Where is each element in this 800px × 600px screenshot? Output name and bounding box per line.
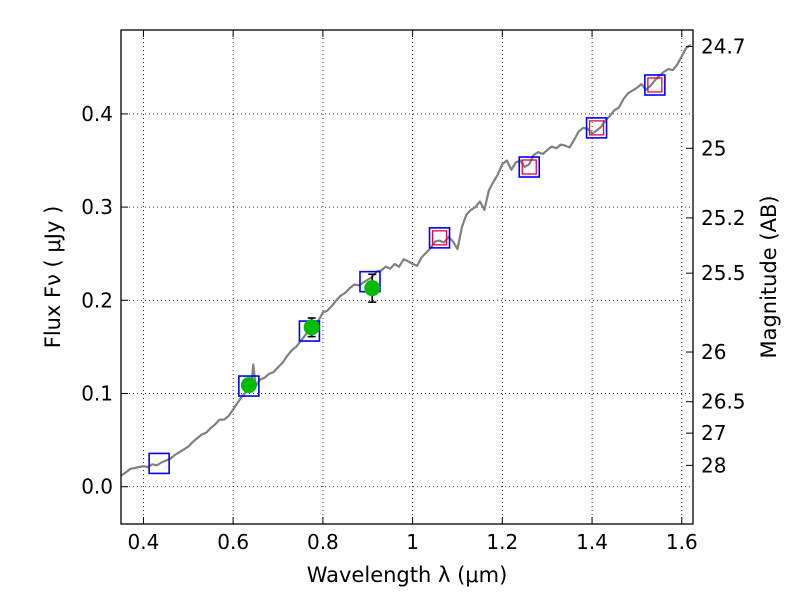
model-square-marker (647, 77, 663, 93)
model-square-marker (431, 230, 448, 246)
observed-square-marker (518, 156, 541, 178)
y-tick-label: 0.0 (81, 475, 113, 499)
y-tick-label: 0.4 (81, 102, 113, 126)
model-square-marker (521, 159, 537, 175)
observed-square-marker (644, 74, 666, 96)
y-tick-label: 0.2 (81, 288, 113, 312)
mag-tick-label: 25.5 (701, 261, 746, 285)
plot-frame (120, 29, 694, 525)
x-tick-label: 1.2 (486, 530, 518, 554)
observed-square-marker (585, 117, 608, 139)
x-tick-label: 1.4 (576, 530, 608, 554)
observed-square-marker (148, 452, 170, 475)
axis-ticks: 0.4 0.6 0.8 1 1.2 1.4 1.6 0.0 0.1 0.2 0.3 0.4 24.7 25… (81, 30, 746, 554)
detection-point (364, 280, 381, 297)
detection-point (240, 377, 257, 394)
detection-point (303, 319, 320, 336)
photometry-markers (148, 74, 666, 475)
y-tick-label: 0.1 (81, 382, 113, 406)
y-tick-label: 0.3 (81, 195, 113, 219)
x-tick-label: 1 (406, 530, 419, 554)
model-square-marker (588, 120, 605, 136)
x-tick-label: 0.8 (307, 530, 339, 554)
spectrum-line (120, 43, 692, 477)
mag-tick-label: 26.5 (701, 390, 746, 414)
x-tick-label: 0.6 (217, 530, 249, 554)
grid-lines (121, 30, 693, 524)
mag-tick-label: 26 (701, 340, 726, 364)
mag-tick-label: 28 (701, 453, 726, 477)
mag-tick-label: 25.2 (701, 206, 746, 230)
observed-square-marker (428, 227, 451, 249)
mag-tick-label: 24.7 (701, 34, 746, 58)
y2-axis-label: Magnitude (AB) (757, 195, 781, 358)
observed-square-marker (238, 375, 260, 397)
x-tick-label: 0.4 (128, 530, 160, 554)
mag-tick-label: 25 (701, 136, 726, 160)
x-tick-label: 1.6 (666, 530, 698, 554)
mag-tick-label: 27 (701, 421, 726, 445)
x-axis-label: Wavelength λ (μm) (307, 563, 508, 587)
model-spectrum (120, 43, 692, 477)
y-axis-label: Flux Fν ( μJy ) (41, 206, 65, 349)
